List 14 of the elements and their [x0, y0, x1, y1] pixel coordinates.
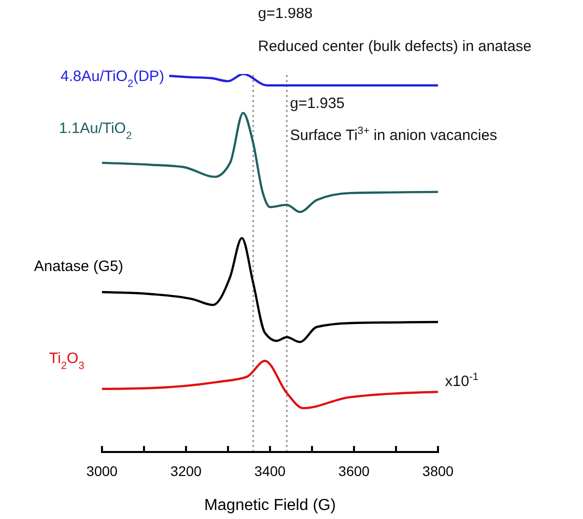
text: Reduced center (bulk defects) in anatase [258, 38, 532, 55]
x-tick-label: 3000 [86, 463, 118, 479]
series-label: 1.1Au/TiO$_{2}$ [59, 120, 132, 142]
annotation: g=1.935 [290, 95, 345, 112]
x-tick-label: 3200 [170, 463, 202, 479]
x-tick-label: 3600 [338, 463, 370, 479]
text: x10$^{-1}$ [445, 371, 479, 390]
series-label: Anatase (G5) [34, 258, 124, 276]
series-label: Ti$_{2}$O$_{3}$ [49, 350, 84, 372]
series-label: 4.8Au/TiO$_{2}$(DP) [60, 68, 164, 90]
annotation: Surface Ti$^{3+}$ in anion vacancies [290, 125, 498, 144]
x-tick-label: 3400 [254, 463, 286, 479]
x-axis-title: Magnetic Field (G) [204, 497, 336, 514]
x-tick-label: 3800 [422, 463, 454, 479]
